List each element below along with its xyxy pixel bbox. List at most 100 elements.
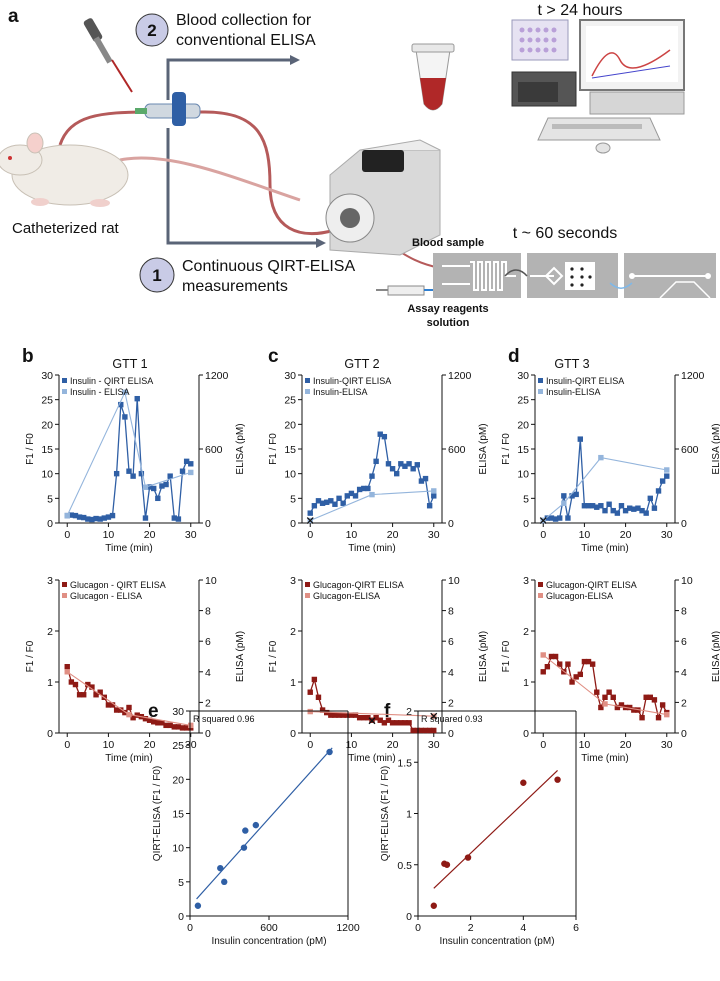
data-point-qirt [664, 473, 670, 479]
data-point-qirt [422, 475, 429, 482]
y2-tick-label: 2 [448, 697, 454, 709]
x-tick-label: 2 [468, 922, 474, 934]
step-1-number: 1 [152, 266, 161, 285]
y2-tick-label: 6 [205, 636, 211, 648]
series-line-elisa [66, 390, 191, 516]
y-tick-label: 25 [172, 740, 184, 752]
y2-tick-label: 8 [681, 606, 687, 618]
panel-label-d: d [508, 346, 520, 367]
data-point-qirt [577, 436, 583, 442]
legend-swatch [305, 389, 310, 394]
data-point-qirt [81, 692, 87, 698]
x-tick-label: 20 [144, 739, 156, 751]
x-axis-label: Time (min) [105, 543, 152, 554]
data-point-qirt [627, 704, 633, 711]
data-point-qirt [565, 661, 571, 667]
data-point-qirt [332, 501, 338, 507]
y-tick-label: 3 [523, 575, 529, 587]
data-point-qirt [89, 684, 95, 690]
y-tick-label: 25 [517, 395, 529, 407]
y-tick-label: 30 [41, 370, 53, 382]
legend-swatch [538, 593, 543, 598]
scatter-point [221, 878, 228, 886]
data-point-qirt [72, 512, 79, 519]
y-tick-label: 25 [284, 395, 296, 407]
data-point-qirt [352, 493, 359, 499]
x-tick-label: 4 [520, 922, 526, 934]
data-point-qirt [569, 493, 575, 499]
y2-tick-label: 0 [681, 728, 687, 740]
data-point-qirt [610, 507, 616, 514]
rat-label: Catheterized rat [12, 220, 120, 237]
y2-tick-label: 10 [448, 575, 460, 587]
data-point-qirt [328, 712, 334, 718]
x-tick-label: 0 [540, 529, 546, 541]
step-1-line2: measurements [182, 278, 288, 295]
y-tick-label: 1 [47, 677, 53, 689]
data-point-qirt [85, 681, 91, 688]
excluded-marker [368, 717, 376, 725]
data-point-qirt [142, 716, 149, 722]
data-point-qirt [179, 468, 186, 474]
regression-line [196, 747, 333, 900]
y-tick-label: 30 [172, 706, 184, 718]
legend-swatch [62, 378, 67, 383]
data-point-qirt [146, 484, 153, 490]
data-point-qirt [81, 514, 87, 521]
data-point-qirt [414, 462, 420, 468]
data-point-qirt [159, 483, 165, 489]
data-point-qirt [122, 414, 128, 420]
panel-label-e: e [148, 701, 159, 722]
data-point-qirt [418, 478, 425, 484]
data-point-qirt [406, 720, 412, 726]
y2-tick-label: 6 [681, 636, 687, 648]
scatter-point [252, 821, 260, 829]
scatter-point [520, 779, 527, 786]
data-point-elisa [64, 512, 70, 519]
arrow-head-continuous [316, 238, 326, 248]
data-point-qirt [598, 503, 604, 509]
data-point-qirt [126, 704, 132, 711]
data-point-qirt [655, 488, 662, 494]
legend-label: Insulin - QIRT ELISA [70, 376, 153, 386]
x-axis-label: Time (min) [581, 543, 628, 554]
y2-tick-label: 4 [205, 667, 211, 679]
x-tick-label: 0 [307, 739, 313, 751]
data-point-qirt [639, 715, 645, 721]
y-tick-label: 0 [523, 518, 529, 530]
y2-axis-label: ELISA (pM) [711, 631, 720, 682]
x-axis-label: Time (min) [348, 753, 395, 764]
y2-tick-label: 0 [681, 518, 687, 530]
data-point-qirt [381, 720, 388, 726]
syringe-icon [376, 285, 436, 296]
y2-tick-label: 10 [205, 575, 217, 587]
legend-label: Insulin-ELISA [546, 387, 601, 397]
data-point-elisa [122, 389, 128, 395]
y-axis-label: QIRT-ELISA (F1 / F0) [380, 766, 391, 861]
assay-reagents-line2: solution [427, 317, 470, 329]
chip-connector-2 [609, 282, 633, 289]
data-point-qirt [655, 715, 662, 721]
data-point-qirt [101, 515, 107, 521]
data-point-qirt [585, 658, 592, 665]
data-point-qirt [394, 720, 400, 726]
data-point-qirt [319, 707, 326, 713]
step-1-line1: Continuous QIRT-ELISA [182, 258, 355, 275]
x-tick-label: 10 [103, 529, 115, 541]
catheter-tube [58, 110, 336, 235]
x-tick-label: 30 [661, 529, 673, 541]
data-point-qirt [113, 707, 120, 713]
data-point-qirt [348, 490, 355, 497]
data-point-qirt [589, 661, 596, 667]
data-point-qirt [418, 727, 425, 734]
y2-tick-label: 1200 [205, 370, 229, 382]
data-point-qirt [381, 433, 388, 440]
y-axis-label: F1 / F0 [25, 640, 36, 672]
y-tick-label: 15 [517, 444, 529, 456]
data-point-qirt [557, 515, 563, 521]
time-fast-label: t ~ 60 seconds [513, 225, 618, 242]
data-point-qirt [589, 503, 596, 509]
